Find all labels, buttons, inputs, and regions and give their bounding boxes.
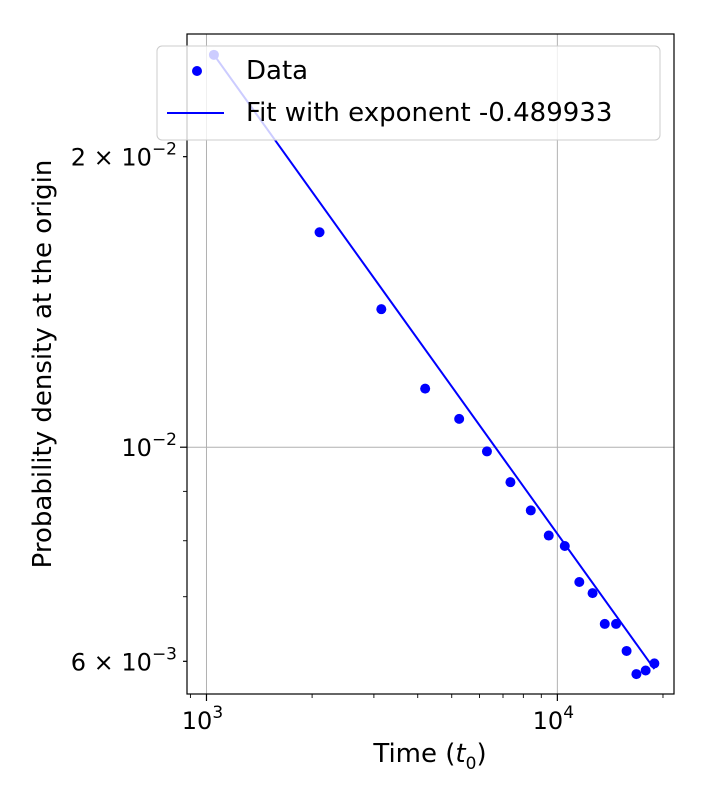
data-point — [376, 304, 387, 315]
data-point — [481, 446, 492, 457]
y-tick-label: 2 × 10−2 — [71, 140, 177, 172]
data-point — [611, 618, 622, 629]
x-tick-label: 104 — [533, 703, 574, 735]
data-point — [631, 669, 642, 680]
data-point — [454, 413, 465, 424]
data-point — [314, 227, 325, 238]
x-axis-label: Time (t0) — [372, 739, 486, 774]
fit-line — [213, 54, 656, 670]
legend: Data Fit with exponent -0.489933 — [156, 45, 661, 141]
tick-labels: 103 104 6 × 10−3 10−2 2 × 10−2 — [71, 140, 574, 735]
legend-box — [156, 45, 661, 141]
data-point — [649, 658, 660, 669]
y-tick-label: 10−2 — [121, 430, 177, 462]
legend-data-marker — [192, 66, 202, 76]
data-point — [543, 530, 554, 541]
y-tick-label: 6 × 10−3 — [71, 644, 177, 676]
data-point — [621, 645, 632, 656]
major-ticks — [180, 156, 558, 701]
data-point — [525, 505, 536, 516]
data-point — [505, 477, 516, 488]
plot-frame — [186, 33, 675, 695]
data-point — [559, 541, 570, 552]
x-tick-label: 103 — [182, 703, 223, 735]
legend-label-fit: Fit with exponent -0.489933 — [246, 98, 612, 128]
data-point — [420, 383, 431, 394]
y-axis-label: Probability density at the origin — [28, 160, 58, 569]
plot-series — [208, 49, 660, 680]
data-point — [587, 588, 598, 599]
legend-label-data: Data — [246, 56, 308, 86]
data-point — [599, 618, 610, 629]
data-point — [640, 665, 651, 676]
data-point — [574, 577, 585, 587]
grid-lines — [187, 34, 674, 694]
minor-ticks — [183, 490, 664, 698]
